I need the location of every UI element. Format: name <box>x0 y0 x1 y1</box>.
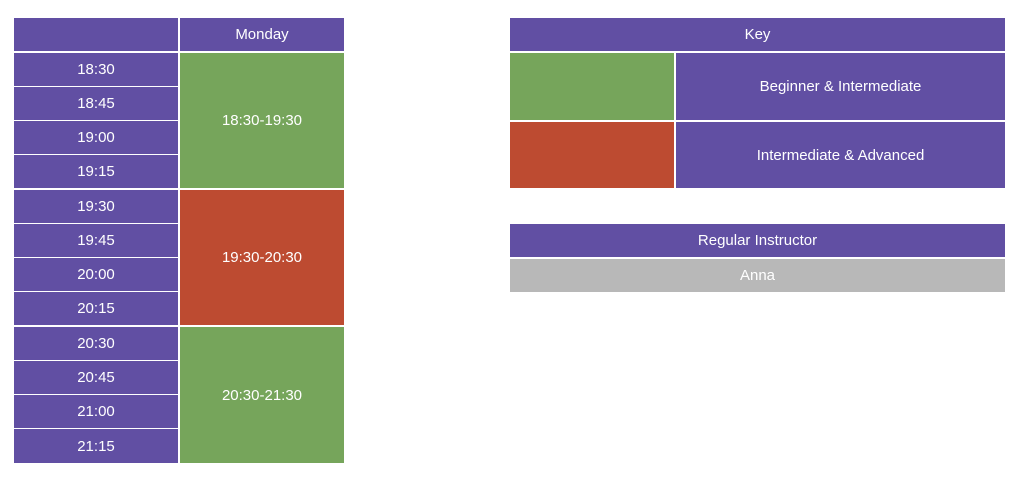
time-slot-1930: 19:30 <box>14 190 178 223</box>
schedule-corner-cell <box>14 18 178 51</box>
class-block-1830-1930[interactable]: 18:30-19:30 <box>180 53 344 188</box>
time-slot-1900: 19:00 <box>14 121 178 154</box>
time-slot-2100: 21:00 <box>14 395 178 428</box>
time-slot-1830: 18:30 <box>14 53 178 86</box>
time-slot-1915: 19:15 <box>14 155 178 188</box>
time-slot-1845: 18:45 <box>14 87 178 120</box>
instructor-header: Regular Instructor <box>510 224 1005 257</box>
key-header: Key <box>510 18 1005 51</box>
class-block-1930-2030[interactable]: 19:30-20:30 <box>180 190 344 325</box>
key-label-intermediate-advanced: Intermediate & Advanced <box>676 122 1005 188</box>
key-swatch-beginner-intermediate <box>510 53 674 120</box>
time-slot-1945: 19:45 <box>14 224 178 257</box>
time-slot-2115: 21:15 <box>14 429 178 463</box>
time-slot-2030: 20:30 <box>14 327 178 360</box>
key-label-beginner-intermediate: Beginner & Intermediate <box>676 53 1005 120</box>
class-block-2030-2130[interactable]: 20:30-21:30 <box>180 327 344 463</box>
key-swatch-intermediate-advanced <box>510 122 674 188</box>
instructor-name: Anna <box>510 259 1005 292</box>
time-slot-2000: 20:00 <box>14 258 178 291</box>
time-slot-2015: 20:15 <box>14 292 178 325</box>
time-slot-2045: 20:45 <box>14 361 178 394</box>
day-header-monday: Monday <box>180 18 344 51</box>
